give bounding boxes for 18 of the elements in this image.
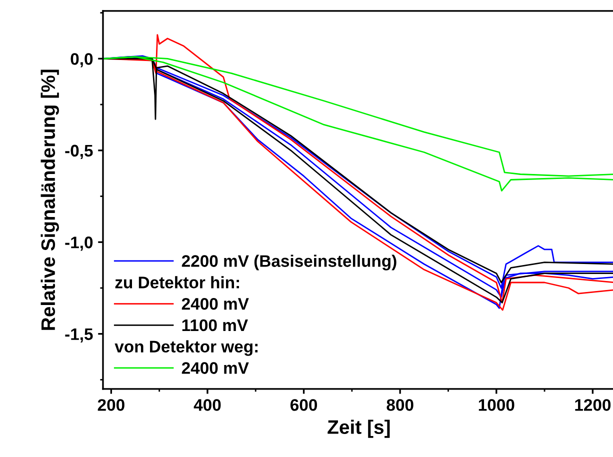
y-tick-label: 0,0: [70, 53, 93, 68]
x-tick-label: 200: [98, 399, 124, 411]
y-tick-label: -0,5: [65, 144, 93, 160]
legend-label: 2200 mV (Basiseinstellung): [182, 254, 396, 270]
x-axis-title: Zeit [s]: [328, 420, 390, 438]
legend-label: 1100 mV: [182, 319, 248, 332]
x-tick-label: 800: [386, 399, 414, 411]
x-tick-label: 400: [194, 399, 221, 411]
annotation: zu Detektor hin:: [115, 276, 239, 288]
y-axis-title: Relative Signaländerung [%]: [40, 70, 59, 330]
x-tick-label: 1000: [478, 399, 514, 411]
annotation: von Detektor weg:: [114, 340, 258, 356]
x-tick-label: 1200: [575, 399, 611, 411]
legend-label: 2400 mV: [182, 298, 249, 310]
y-tick-label: -1,0: [65, 236, 93, 251]
legend-label: 2400 mV: [182, 362, 249, 374]
y-tick-label: -1,5: [65, 328, 93, 342]
x-tick-label: 600: [290, 399, 317, 411]
